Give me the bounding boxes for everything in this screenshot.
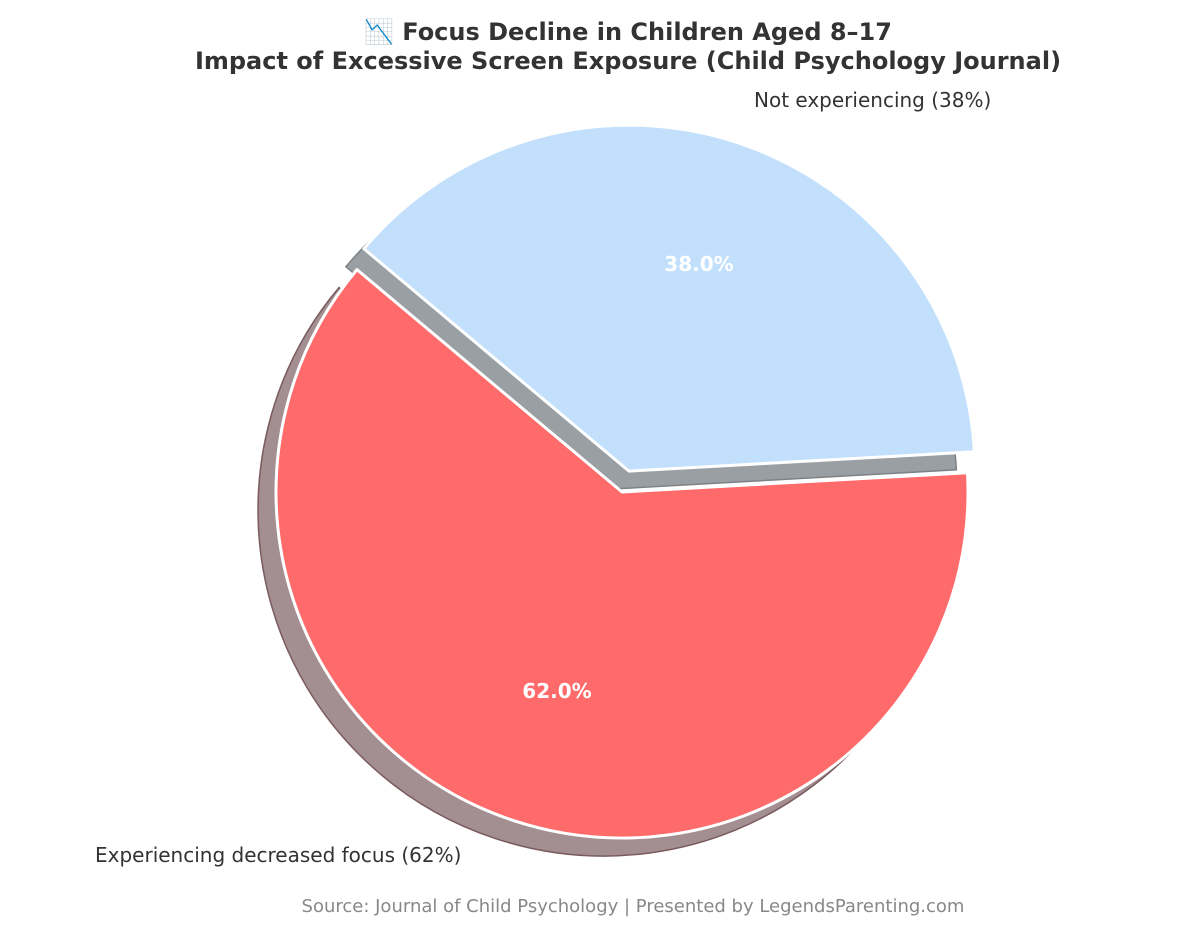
slice-experiencing [274,268,970,840]
slice-not-experiencing [362,123,976,473]
pct-label-experiencing: 62.0% [522,679,591,703]
chart-title: 📉 Focus Decline in Children Aged 8–17 [364,18,892,46]
pct-label-not-experiencing: 38.0% [664,252,733,276]
slice-label-not-experiencing: Not experiencing (38%) [754,88,991,112]
chart-subtitle: Impact of Excessive Screen Exposure (Chi… [195,47,1061,75]
slice-label-experiencing: Experiencing decreased focus (62%) [95,843,461,867]
source-caption: Source: Journal of Child Psychology | Pr… [302,896,965,917]
pie-slices [274,123,976,840]
